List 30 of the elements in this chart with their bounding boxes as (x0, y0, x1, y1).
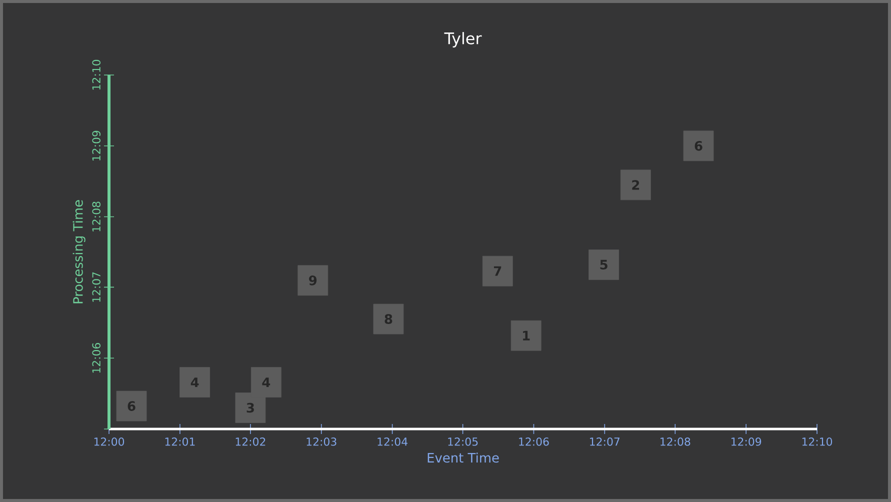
point (180, 367, 210, 398)
point (482, 256, 513, 286)
point (116, 390, 147, 422)
point (298, 265, 328, 296)
x-tick-label: 12:02 (236, 438, 266, 446)
y-axis-title: Processing Time (72, 200, 86, 304)
point (373, 304, 404, 334)
x-tick-label: 12:01 (165, 438, 195, 446)
y-tick-label: 12:07 (92, 272, 100, 302)
chart-title: Tyler (444, 32, 482, 48)
x-tick-label: 12:08 (660, 438, 690, 446)
point (250, 367, 282, 398)
point (588, 250, 620, 280)
x-tick-label: 12:03 (306, 438, 336, 446)
y-tick-label: 12:10 (92, 60, 100, 90)
x-tick-label: 12:00 (94, 438, 124, 446)
x-axis-title: Event Time (428, 452, 499, 463)
point (683, 130, 714, 162)
x-tick-label: 12:07 (590, 438, 620, 446)
point (235, 392, 266, 423)
x-tick-label: 12:06 (519, 438, 549, 446)
y-tick-label: 12:08 (92, 202, 100, 232)
point (510, 320, 542, 351)
y-tick-label: 12:09 (92, 130, 100, 160)
x-tick-label: 12:09 (731, 438, 762, 446)
x-tick-label: 12:05 (448, 438, 478, 446)
point (620, 170, 651, 200)
y-tick-label: 12:06 (92, 343, 100, 373)
x-tick-label: 12:10 (802, 438, 832, 446)
x-tick-label: 12:04 (378, 438, 408, 446)
